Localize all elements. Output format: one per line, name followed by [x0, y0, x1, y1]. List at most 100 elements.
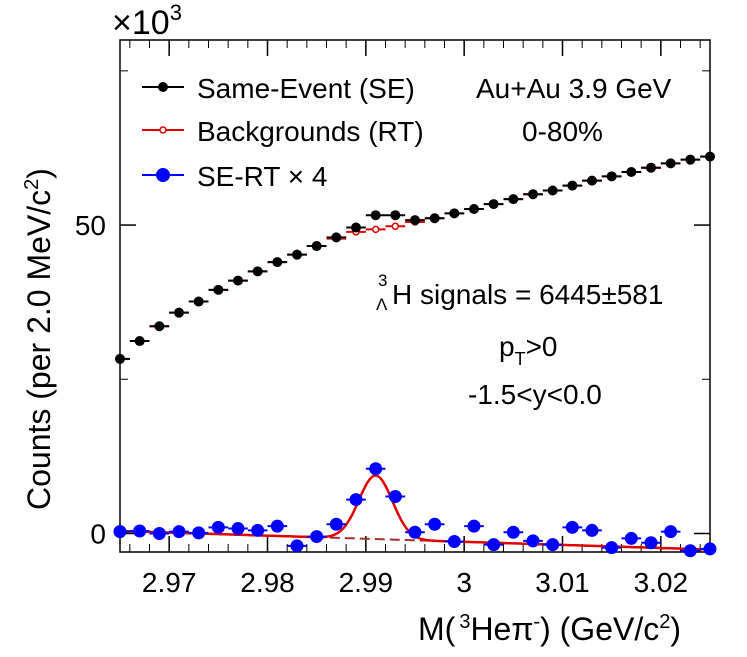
y-tick-label: 0: [90, 518, 106, 549]
legend-rt-marker: [159, 126, 167, 134]
data-point: [506, 525, 520, 539]
legend-se-marker: [158, 82, 168, 92]
data-point: [469, 204, 479, 215]
legend-entry-diff: SE-RT × 4: [142, 161, 327, 192]
annotation-centrality: 0-80%: [522, 116, 603, 147]
legend-se-label: Same-Event (SE): [197, 73, 415, 104]
data-point: [133, 524, 147, 538]
data-point: [290, 539, 304, 553]
data-point: [528, 189, 538, 200]
data-point: [370, 210, 381, 221]
data-point: [606, 171, 617, 182]
legend-entry-rt: Backgrounds (RT): [142, 116, 424, 147]
y-tick-label: 50: [75, 210, 106, 241]
data-point: [193, 296, 204, 307]
data-point: [526, 534, 540, 548]
signal-text: H signals = 6445±581: [392, 279, 663, 310]
signal-superscript: 3: [378, 271, 387, 290]
data-point: [585, 523, 599, 537]
data-point: [664, 525, 678, 539]
data-point: [172, 525, 186, 539]
data-point: [391, 222, 400, 231]
data-point: [467, 519, 481, 533]
data-point: [546, 538, 560, 552]
data-point: [408, 525, 422, 539]
data-point: [646, 162, 656, 173]
annotation-system: Au+Au 3.9 GeV: [476, 73, 672, 104]
data-point: [115, 353, 125, 364]
data-point: [605, 541, 619, 555]
data-point: [231, 522, 245, 536]
data-point: [349, 493, 363, 507]
x-axis-label: M(3Heπ-) (GeV/c2): [418, 611, 681, 647]
data-point: [447, 535, 461, 549]
data-point: [626, 167, 637, 178]
data-point: [429, 213, 440, 224]
annotation-rapidity: -1.5<y<0.0: [468, 379, 602, 410]
data-point: [351, 222, 361, 233]
data-point: [487, 538, 501, 552]
data-point: [311, 241, 322, 252]
x-tick-label: 3.02: [634, 567, 689, 598]
x-tick-label: 3: [456, 567, 472, 598]
data-point: [565, 520, 579, 534]
data-point: [371, 225, 380, 234]
data-series: [113, 151, 717, 558]
data-point: [567, 180, 578, 191]
data-point: [252, 266, 263, 277]
data-point: [683, 544, 697, 558]
data-point: [705, 151, 715, 162]
plot-frame: [119, 39, 711, 553]
data-point: [310, 530, 324, 544]
data-point: [488, 199, 499, 210]
data-point: [154, 321, 165, 332]
x-tick-label: 3.01: [535, 567, 590, 598]
data-point: [410, 215, 420, 226]
data-point: [390, 210, 401, 221]
data-point: [113, 525, 127, 539]
data-point: [272, 257, 283, 268]
data-point: [547, 185, 558, 196]
data-point: [152, 526, 166, 540]
data-point: [644, 536, 658, 550]
y-scale-note: ×103: [112, 0, 182, 42]
legend: Same-Event (SE) Backgrounds (RT) SE-RT ×…: [142, 73, 424, 192]
legend-diff-marker: [156, 168, 170, 182]
data-point: [703, 542, 717, 556]
data-point: [292, 249, 302, 260]
data-point: [369, 462, 383, 476]
data-point: [331, 232, 342, 243]
data-point: [192, 526, 206, 540]
signal-subscript: Λ: [376, 295, 388, 314]
data-point: [449, 208, 460, 219]
legend-diff-label: SE-RT × 4: [197, 161, 327, 192]
data-point: [174, 307, 184, 318]
data-point: [428, 517, 442, 531]
data-point: [508, 194, 519, 205]
data-point: [587, 175, 597, 186]
x-tick-label: 2.99: [339, 567, 394, 598]
data-point: [624, 531, 638, 545]
data-point: [211, 520, 225, 534]
data-point: [233, 275, 243, 286]
data-point: [134, 336, 145, 347]
series-2: [113, 462, 717, 558]
data-point: [665, 158, 676, 169]
y-tick-labels: 0 50: [75, 210, 106, 549]
y-axis-label: Counts (per 2.0 MeV/c2): [21, 168, 57, 510]
data-point: [213, 284, 224, 295]
series-0: [115, 151, 715, 364]
data-point: [270, 519, 284, 533]
data-point: [388, 489, 402, 503]
x-tick-labels: 2.97 2.98 2.99 3 3.01 3.02: [142, 567, 688, 598]
annotation-pt: pT>0: [499, 331, 558, 369]
annotation-signal: 3 Λ H signals = 6445±581: [376, 271, 663, 314]
data-point: [251, 523, 265, 537]
data-point: [329, 517, 343, 531]
data-point: [685, 154, 696, 165]
x-tick-label: 2.98: [240, 567, 295, 598]
legend-entry-se: Same-Event (SE): [142, 73, 415, 104]
legend-rt-label: Backgrounds (RT): [197, 116, 424, 147]
x-tick-label: 2.97: [142, 567, 197, 598]
